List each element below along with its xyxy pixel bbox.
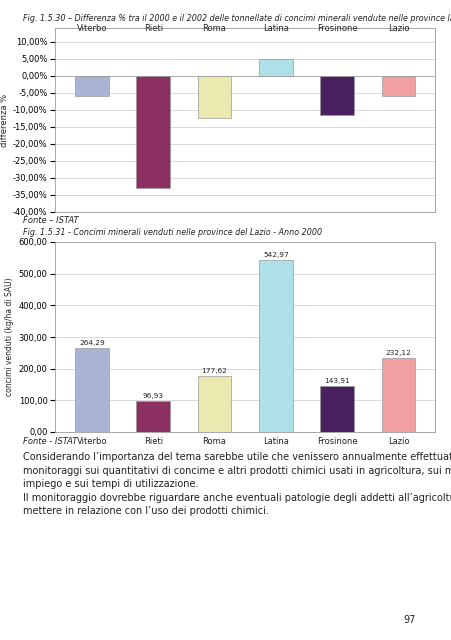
Text: 97: 97 (403, 615, 415, 625)
Bar (75, 348, 109, 432)
Bar (197, 376, 231, 432)
Text: Fig. 1.5.31 - Concimi minerali venduti nelle province del Lazio - Anno 2000: Fig. 1.5.31 - Concimi minerali venduti n… (23, 228, 321, 237)
Text: 177,62: 177,62 (201, 367, 227, 374)
Bar (258, 260, 292, 432)
Bar (197, 76, 231, 118)
Text: Lazio: Lazio (387, 24, 409, 33)
Bar (320, 76, 353, 115)
Text: Viterbo: Viterbo (77, 24, 107, 33)
Text: Rieti: Rieti (143, 24, 162, 33)
Text: Fonte – ISTAT: Fonte – ISTAT (23, 216, 78, 225)
Bar (381, 358, 414, 432)
Bar (258, 59, 292, 76)
Text: 143,91: 143,91 (323, 378, 349, 384)
Y-axis label: differenza %: differenza % (0, 93, 9, 147)
Text: Fig. 1.5.30 – Differenza % tra il 2000 e il 2002 delle tonnellate di concimi min: Fig. 1.5.30 – Differenza % tra il 2000 e… (23, 14, 451, 23)
Text: Fonte - ISTAT: Fonte - ISTAT (23, 437, 77, 446)
Bar (75, 76, 109, 96)
Bar (136, 401, 170, 432)
Text: Frosinone: Frosinone (316, 24, 357, 33)
Text: Roma: Roma (202, 24, 226, 33)
Text: 542,97: 542,97 (262, 252, 288, 258)
Bar (136, 76, 170, 188)
Text: 96,93: 96,93 (143, 393, 163, 399)
Bar (381, 76, 414, 96)
Text: 264,29: 264,29 (79, 340, 105, 346)
Y-axis label: concimi venduti (kg/ha di SAU): concimi venduti (kg/ha di SAU) (5, 278, 14, 396)
Bar (320, 387, 353, 432)
Text: 232,12: 232,12 (385, 350, 410, 356)
Text: Latina: Latina (262, 24, 288, 33)
Text: Considerando l’importanza del tema sarebbe utile che venissero annualmente effet: Considerando l’importanza del tema sareb… (23, 452, 451, 516)
